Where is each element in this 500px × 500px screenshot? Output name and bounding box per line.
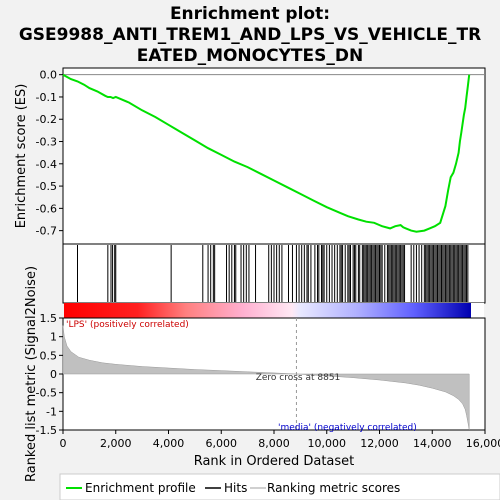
- es-y-tick-label: -0.2: [36, 113, 57, 126]
- x-tick-label: 0: [60, 437, 67, 450]
- legend-metric-label: Ranking metric scores: [267, 481, 400, 495]
- positive-correlation-label: 'LPS' (positively correlated): [66, 320, 189, 330]
- rank-color-bar-tail: [471, 303, 484, 318]
- title-line-3: EATED_MONOCYTES_DN: [137, 46, 363, 66]
- es-y-tick-label: -0.6: [36, 202, 57, 215]
- legend-hits-label: Hits: [224, 481, 247, 495]
- enrichment-profile-line: [62, 73, 471, 233]
- es-y-tick-label: -0.1: [36, 91, 57, 104]
- metric-y-tick-label: -1: [46, 405, 57, 418]
- es-y-tick-label: -0.3: [36, 136, 57, 149]
- hits-markers: [77, 245, 469, 302]
- x-axis-title: Rank in Ordered Dataset: [194, 454, 355, 469]
- es-y-tick-label: -0.7: [36, 225, 57, 238]
- x-axis: 0 2,000 4,000 6,000 8,000 10,000 12,000 14,000 1…: [60, 430, 500, 450]
- zero-cross-label: Zero cross at 8851: [256, 373, 341, 383]
- ranking-metric-area: [62, 325, 470, 431]
- es-plot-area: [62, 67, 486, 245]
- x-tick-label: 12,000: [360, 437, 399, 450]
- x-tick-label: 10,000: [308, 437, 347, 450]
- metric-y-tick-label: -0.5: [36, 387, 57, 400]
- legend-enrichment-label: Enrichment profile: [85, 481, 196, 495]
- es-y-tick-label: -0.5: [36, 180, 57, 193]
- metric-y-tick-label: -1.5: [36, 424, 57, 437]
- es-y-tick-label: 0.0: [40, 69, 58, 82]
- negative-correlation-label: 'media' (negatively correlated): [278, 423, 417, 433]
- x-tick-label: 6,000: [206, 437, 238, 450]
- x-tick-label: 14,000: [413, 437, 452, 450]
- x-tick-label: 2,000: [100, 437, 132, 450]
- title-line-1: Enrichment plot:: [170, 4, 330, 24]
- metric-y-axis-title: Ranked list metric (Signal2Noise): [24, 266, 39, 482]
- es-y-axis-title: Enrichment score (ES): [14, 84, 29, 229]
- x-tick-label: 16,000: [466, 437, 500, 450]
- metric-y-tick-label: 1.5: [40, 312, 58, 325]
- es-y-axis: 0.0 -0.1 -0.2 -0.3 -0.4 -0.5 -0.6 -0.7: [36, 69, 63, 238]
- legend-box: [59, 473, 500, 500]
- rank-color-bar: [64, 303, 471, 318]
- title-line-2: GSE9988_ANTI_TREM1_AND_LPS_VS_VEHICLE_TR: [19, 25, 481, 45]
- metric-y-axis: 1.5 1 0.5 0 -0.5 -1 -1.5: [36, 312, 63, 437]
- metric-y-tick-label: 1: [50, 331, 57, 344]
- es-y-tick-label: -0.4: [36, 158, 57, 171]
- title-block: Enrichment plot: GSE9988_ANTI_TREM1_AND_…: [19, 4, 481, 66]
- x-tick-label: 8,000: [258, 437, 290, 450]
- x-tick-label: 4,000: [153, 437, 185, 450]
- metric-y-tick-label: 0: [50, 368, 57, 381]
- metric-y-tick-label: 0.5: [40, 349, 58, 362]
